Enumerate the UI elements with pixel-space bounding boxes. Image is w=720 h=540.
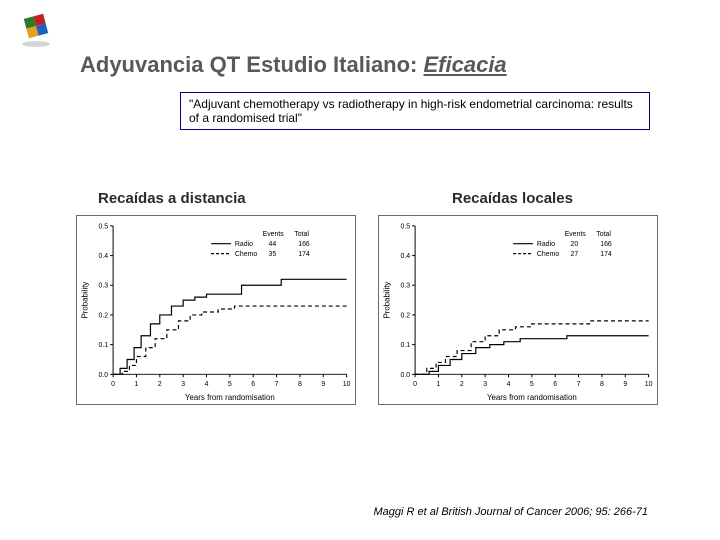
- svg-text:Probability: Probability: [382, 282, 391, 319]
- svg-text:Chemo: Chemo: [537, 251, 559, 258]
- svg-text:7: 7: [577, 381, 581, 388]
- svg-text:7: 7: [275, 381, 279, 388]
- svg-text:5: 5: [530, 381, 534, 388]
- svg-text:2: 2: [460, 381, 464, 388]
- slide-title: Adyuvancia QT Estudio Italiano: Eficacia: [80, 52, 507, 78]
- svg-text:Events: Events: [565, 231, 587, 238]
- svg-text:10: 10: [343, 381, 351, 388]
- chart-left: 0.0 0.1 0.2 0.3 0.4 0.5 0 1 2 3 4 5 6 7 8 9 10 Years from…: [76, 215, 356, 405]
- svg-text:174: 174: [298, 251, 310, 258]
- svg-text:8: 8: [600, 381, 604, 388]
- svg-text:9: 9: [623, 381, 627, 388]
- svg-text:9: 9: [321, 381, 325, 388]
- svg-text:Probability: Probability: [80, 282, 89, 319]
- svg-text:4: 4: [205, 381, 209, 388]
- svg-text:0.2: 0.2: [99, 312, 109, 319]
- svg-text:0.4: 0.4: [401, 253, 411, 260]
- svg-text:Events: Events: [263, 231, 285, 238]
- svg-text:Total: Total: [596, 231, 611, 238]
- svg-text:35: 35: [269, 251, 277, 258]
- title-emphasis: Eficacia: [424, 52, 507, 77]
- svg-text:Radio: Radio: [235, 241, 253, 248]
- citation: Maggi R et al British Journal of Cancer …: [373, 506, 648, 518]
- svg-text:Radio: Radio: [537, 241, 555, 248]
- svg-text:166: 166: [600, 241, 612, 248]
- svg-text:4: 4: [507, 381, 511, 388]
- svg-text:174: 174: [600, 251, 612, 258]
- slide-logo: [14, 8, 58, 48]
- svg-text:6: 6: [251, 381, 255, 388]
- title-prefix: Adyuvancia QT Estudio Italiano:: [80, 52, 424, 77]
- chart-right: 0.0 0.1 0.2 0.3 0.4 0.5 0 1 2 3 4 5 6 7 8 9 10 Years from…: [378, 215, 658, 405]
- chart-left-label: Recaídas a distancia: [98, 190, 246, 207]
- svg-text:0.4: 0.4: [99, 253, 109, 260]
- svg-text:0.1: 0.1: [99, 342, 109, 349]
- svg-text:0.5: 0.5: [401, 223, 411, 230]
- svg-text:Total: Total: [294, 231, 309, 238]
- svg-text:20: 20: [571, 241, 579, 248]
- svg-text:1: 1: [437, 381, 441, 388]
- svg-text:5: 5: [228, 381, 232, 388]
- svg-text:44: 44: [269, 241, 277, 248]
- svg-text:0.5: 0.5: [99, 223, 109, 230]
- svg-text:6: 6: [553, 381, 557, 388]
- svg-text:0.3: 0.3: [99, 283, 109, 290]
- svg-text:0: 0: [111, 381, 115, 388]
- svg-text:0.1: 0.1: [401, 342, 411, 349]
- svg-text:3: 3: [483, 381, 487, 388]
- svg-text:0.0: 0.0: [99, 372, 109, 379]
- svg-text:Chemo: Chemo: [235, 251, 257, 258]
- svg-text:0.2: 0.2: [401, 312, 411, 319]
- svg-text:3: 3: [181, 381, 185, 388]
- svg-text:8: 8: [298, 381, 302, 388]
- paper-quote: "Adjuvant chemotherapy vs radiotherapy i…: [180, 92, 650, 130]
- svg-text:0.3: 0.3: [401, 283, 411, 290]
- svg-text:Years from randomisation: Years from randomisation: [487, 393, 577, 402]
- svg-text:166: 166: [298, 241, 310, 248]
- svg-text:0.0: 0.0: [401, 372, 411, 379]
- chart-right-label: Recaídas locales: [452, 190, 573, 207]
- svg-text:27: 27: [571, 251, 579, 258]
- svg-text:0: 0: [413, 381, 417, 388]
- svg-text:1: 1: [135, 381, 139, 388]
- svg-text:2: 2: [158, 381, 162, 388]
- svg-text:10: 10: [645, 381, 653, 388]
- svg-text:Years from randomisation: Years from randomisation: [185, 393, 275, 402]
